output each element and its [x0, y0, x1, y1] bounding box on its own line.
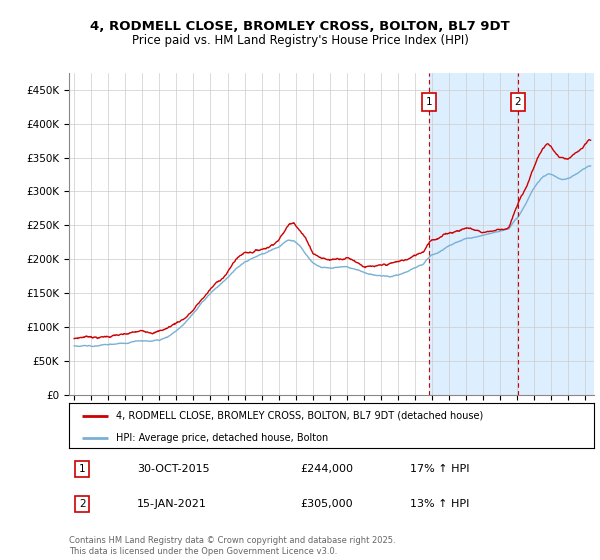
Text: 4, RODMELL CLOSE, BROMLEY CROSS, BOLTON, BL7 9DT (detached house): 4, RODMELL CLOSE, BROMLEY CROSS, BOLTON,… — [116, 410, 484, 421]
Text: 2: 2 — [515, 97, 521, 107]
Text: 15-JAN-2021: 15-JAN-2021 — [137, 499, 207, 509]
Text: 1: 1 — [426, 97, 433, 107]
Text: Price paid vs. HM Land Registry's House Price Index (HPI): Price paid vs. HM Land Registry's House … — [131, 34, 469, 46]
Text: 30-OCT-2015: 30-OCT-2015 — [137, 464, 210, 474]
Text: £244,000: £244,000 — [300, 464, 353, 474]
Text: HPI: Average price, detached house, Bolton: HPI: Average price, detached house, Bolt… — [116, 433, 329, 443]
Text: 2: 2 — [79, 499, 85, 509]
Text: 17% ↑ HPI: 17% ↑ HPI — [410, 464, 470, 474]
Bar — [429, 73, 600, 395]
Text: Contains HM Land Registry data © Crown copyright and database right 2025.
This d: Contains HM Land Registry data © Crown c… — [69, 536, 395, 556]
Text: 1: 1 — [79, 464, 85, 474]
Text: 4, RODMELL CLOSE, BROMLEY CROSS, BOLTON, BL7 9DT: 4, RODMELL CLOSE, BROMLEY CROSS, BOLTON,… — [90, 20, 510, 32]
Text: £305,000: £305,000 — [300, 499, 353, 509]
Text: 13% ↑ HPI: 13% ↑ HPI — [410, 499, 470, 509]
